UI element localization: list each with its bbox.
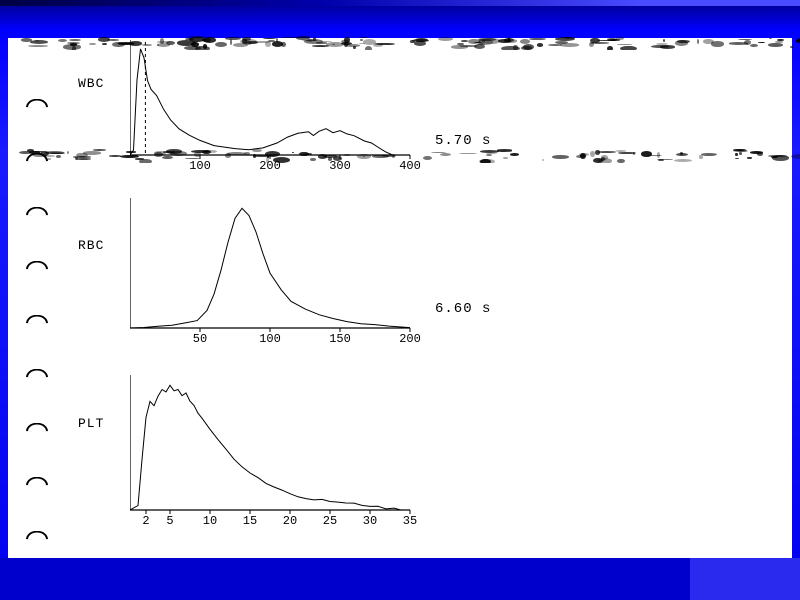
spiral-hole <box>26 423 48 432</box>
tick-label: 15 <box>243 514 257 528</box>
spiral-hole <box>26 477 48 486</box>
tick-label: 200 <box>399 332 421 346</box>
tick-label: 35 <box>403 514 417 528</box>
histogram-rbc <box>130 198 420 332</box>
spiral-hole <box>26 369 48 378</box>
tick-label: 20 <box>283 514 297 528</box>
tick-label: 150 <box>329 332 351 346</box>
panel-wbc: WBC5.70 s100200300400 <box>70 38 790 173</box>
spiral-binding <box>26 98 66 598</box>
histogram-stack: WBC5.70 s100200300400RBC6.60 s5010015020… <box>70 38 790 558</box>
panel-label-plt: PLT <box>78 416 104 431</box>
panel-plt: PLT25101520253035 <box>70 373 790 528</box>
spiral-hole <box>26 531 48 540</box>
panel-rbc: RBC 6.60 s 50 100 150 200 <box>70 196 790 346</box>
scan-noise <box>16 36 800 50</box>
tick-label: 5 <box>166 514 173 528</box>
histogram-wbc <box>130 40 420 159</box>
tick-label: 100 <box>259 332 281 346</box>
footer-accent <box>690 558 800 600</box>
tick-label: 10 <box>203 514 217 528</box>
panel-value-rbc: 6.60 s <box>435 301 491 317</box>
content-sheet: WBC5.70 s100200300400RBC6.60 s5010015020… <box>8 38 792 558</box>
spiral-hole <box>26 261 48 270</box>
panel-label-rbc: RBC <box>78 238 104 253</box>
spiral-hole <box>26 207 48 216</box>
tick-label: 25 <box>323 514 337 528</box>
panel-label-wbc: WBC <box>78 76 104 91</box>
scan-noise <box>16 149 800 163</box>
tick-label: 50 <box>193 332 207 346</box>
panel-value-wbc: 5.70 s <box>435 133 491 149</box>
tick-label: 30 <box>363 514 377 528</box>
spiral-hole <box>26 99 48 108</box>
tick-label: 2 <box>142 514 149 528</box>
top-ribbon <box>0 0 800 6</box>
spiral-hole <box>26 315 48 324</box>
footer-bar <box>0 558 800 600</box>
histogram-plt <box>130 375 420 514</box>
